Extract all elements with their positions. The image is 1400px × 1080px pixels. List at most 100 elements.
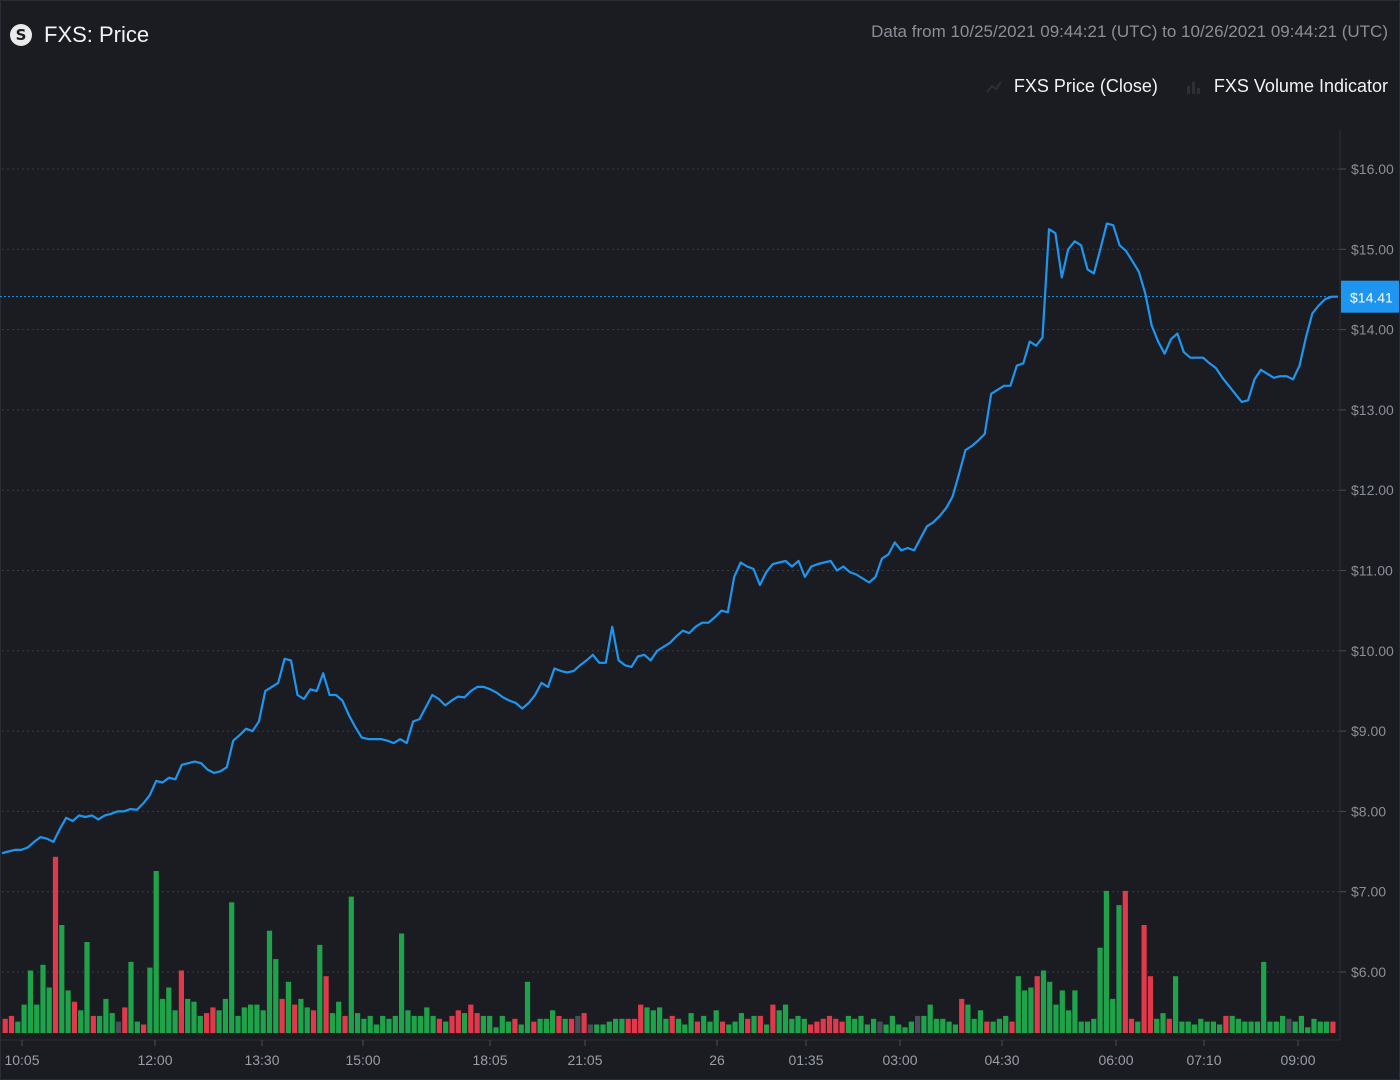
volume-bar [329,1013,335,1033]
volume-bar [27,970,33,1033]
volume-bar [977,1010,984,1033]
volume-bar [468,1004,474,1033]
y-tick-label: $14.00 [1351,322,1394,338]
price-line [1,222,1338,855]
volume-bar [1147,976,1153,1033]
volume-bar [411,1015,417,1033]
volume-bar [273,959,279,1033]
volume-bar [613,1018,619,1033]
volume-bar [801,1018,807,1033]
volume-bar [417,1015,424,1033]
volume-bar [1286,1018,1292,1033]
volume-bar [487,1015,493,1033]
volume-bar [115,1021,122,1033]
volume-bar [128,961,134,1033]
volume-bar [122,1007,128,1033]
x-tick-label: 07:10 [1186,1052,1221,1068]
volume-bar [896,1024,902,1033]
volume-bar [1116,905,1122,1033]
volume-bar [726,1024,732,1033]
volume-bar [594,1024,600,1033]
volume-bar [84,942,90,1033]
volume-bar [820,1018,826,1033]
volume-bar [373,1024,380,1033]
volume-bar [355,1013,361,1033]
volume-bar [675,1018,682,1033]
volume-bar [248,1004,254,1033]
date-range-label: Data from 10/25/2021 09:44:21 (UTC) to 1… [871,22,1388,41]
volume-bar [1242,1021,1248,1033]
volume-bar [1235,1018,1242,1033]
volume-bar [619,1018,625,1033]
volume-bar [644,1007,650,1033]
volume-bar [1110,998,1116,1033]
legend-item-volume[interactable]: FXS Volume Indicator [1186,76,1388,97]
volume-bar [902,1027,908,1033]
volume-bar [386,1018,392,1033]
volume-bar [531,1021,537,1033]
fxs-logo-icon: S [10,24,32,46]
x-axis: 10:05 12:00 13:30 15:00 18:05 21:05 26 01:35 03:… [0,1039,1340,1068]
chart-header: S FXS: Price [10,18,149,52]
volume-bar [839,1021,845,1033]
volume-bar [493,1027,499,1033]
y-tick-label: $15.00 [1351,241,1394,257]
x-tick-label: 06:00 [1098,1052,1133,1068]
volume-bar [518,1024,524,1033]
volume-bar [751,1015,757,1033]
volume-bar [959,998,965,1033]
volume-bar [663,1018,669,1033]
last-price-badge [1341,280,1399,313]
volume-bar [323,976,329,1033]
volume-bar [1122,890,1128,1033]
volume-bar [1248,1021,1254,1033]
legend-item-price[interactable]: FXS Price (Close) [986,76,1158,97]
volume-bar [103,998,109,1033]
volume-bar [996,1018,1002,1033]
legend-price-label: FXS Price (Close) [1013,76,1158,96]
volume-bar [921,1015,927,1033]
volume-bar [562,1018,568,1033]
volume-bar [172,1010,178,1033]
volume-bar [852,1018,858,1033]
x-tick-label: 03:00 [882,1052,917,1068]
volume-bar [1204,1021,1210,1033]
volume-bar [260,1010,266,1033]
volume-bar [1160,1013,1166,1033]
volume-bar [858,1015,864,1033]
volume-bar [8,1015,15,1033]
volume-bar [606,1021,612,1033]
x-tick-label: 26 [709,1052,725,1068]
volume-bar [984,1021,990,1033]
volume-bar [965,1004,971,1033]
price-series [1,222,1338,855]
volume-bar [399,933,405,1033]
volume-bar [770,1004,776,1033]
volume-bar [757,1015,763,1033]
volume-bar [34,1004,40,1033]
volume-bar [732,1021,738,1033]
volume-bar [97,1015,103,1033]
volume-bar [159,998,166,1033]
volume-bar [336,1001,342,1033]
volume-bar [1128,1018,1135,1033]
y-tick-label: $6.00 [1351,964,1386,980]
x-tick-label: 15:00 [345,1052,380,1068]
y-tick-label: $9.00 [1351,723,1386,739]
volume-bar [1034,976,1040,1033]
volume-bar [600,1024,606,1033]
volume-bar [380,1015,386,1033]
volume-bar [1047,981,1053,1033]
volume-bar [1267,1021,1273,1033]
volume-bar [2,1018,8,1033]
volume-bar [940,1018,946,1033]
volume-bar [713,1010,719,1033]
volume-bar [524,981,531,1033]
volume-bar [304,1007,310,1033]
volume-bar [1273,1021,1279,1033]
volume-bar [946,1021,952,1033]
volume-bar [745,1018,751,1033]
volume-bar [682,1024,688,1033]
volume-bar [1173,976,1179,1033]
